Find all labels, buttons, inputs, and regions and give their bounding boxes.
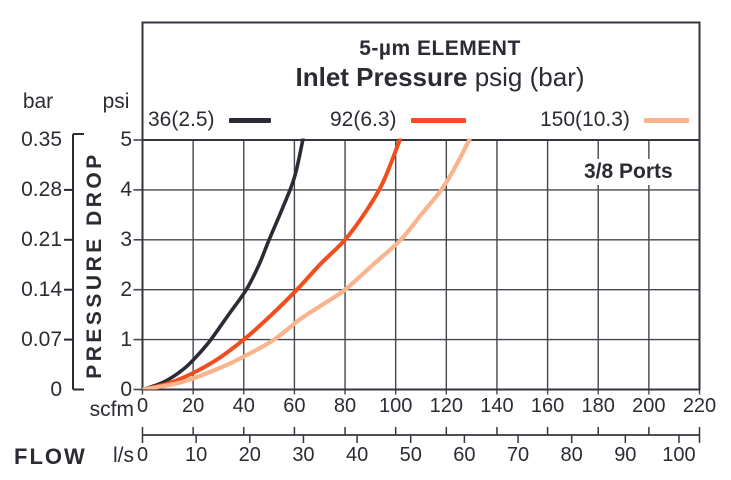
subtitle-bold-text: Inlet Pressure	[295, 62, 468, 92]
scfm-tick-label: 220	[682, 395, 717, 417]
ls-tick-label: 20	[238, 444, 261, 466]
scfm-tick-label: 80	[333, 395, 357, 417]
legend-item: 150(10.3)	[540, 107, 689, 133]
scfm-tick-label: 60	[283, 395, 306, 417]
scfm-tick-label: 140	[480, 395, 514, 417]
ls-tick-label: 50	[399, 444, 422, 466]
legend-line-swatch	[410, 117, 466, 123]
psi-tick-label: 0	[120, 377, 132, 401]
x-axis-title: FLOW	[14, 444, 87, 469]
psi-tick-label: 4	[120, 177, 132, 201]
bar-tick-label: 0	[50, 377, 62, 401]
series-curve-9263	[142, 138, 403, 390]
bar-unit-label: bar	[22, 90, 54, 113]
bar-tick-label: 0.07	[21, 327, 62, 351]
legend-line-swatch	[228, 117, 271, 123]
scfm-tick-label: 40	[232, 395, 255, 417]
bar-tick-label: 0.14	[21, 277, 62, 301]
series-curve-150103	[142, 138, 473, 390]
scfm-tick-label: 0	[136, 395, 149, 417]
legend-item-label: 92(6.3)	[330, 108, 397, 131]
scfm-tick-label: 20	[182, 395, 205, 417]
scfm-tick-label: 200	[632, 395, 666, 417]
ls-tick-label: 70	[506, 444, 530, 466]
ls-tick-label: 30	[292, 444, 315, 466]
scfm-tick-label: 100	[378, 395, 413, 417]
ls-unit-label: l/s	[113, 444, 134, 467]
scfm-tick-label: 160	[530, 395, 565, 417]
bar-tick-label: 0.21	[21, 227, 62, 251]
ls-tick-label: 40	[345, 444, 369, 466]
legend-item-label: 150(10.3)	[540, 108, 630, 131]
psi-tick-label: 1	[120, 327, 132, 351]
chart-subtitle: Inlet Pressure psig (bar)	[160, 62, 720, 93]
ls-tick-label: 100	[662, 444, 696, 466]
legend-item-label: 36(2.5)	[148, 108, 215, 131]
ls-tick-label: 10	[185, 444, 208, 466]
ports-annotation: 3/8 Ports	[574, 159, 683, 185]
bar-tick-label: 0.35	[21, 128, 62, 151]
subtitle-regular-text: psig (bar)	[467, 62, 585, 92]
legend-item: 36(2.5)	[148, 107, 271, 133]
bar-tick-label: 0.28	[21, 177, 62, 201]
ls-tick-label: 60	[453, 444, 476, 466]
psi-tick-label: 5	[120, 128, 132, 151]
scfm-unit-label: scfm	[89, 398, 134, 421]
series-curve-3625	[142, 138, 305, 390]
ls-tick-label: 90	[614, 444, 637, 466]
chart-title: 5-µm ELEMENT	[359, 37, 521, 60]
legend-item: 92(6.3)	[330, 107, 466, 133]
psi-tick-label: 2	[120, 277, 132, 301]
scfm-tick-label: 180	[581, 395, 615, 417]
legend-line-swatch	[643, 117, 689, 123]
psi-tick-label: 3	[120, 227, 132, 251]
psi-unit-label: psi	[102, 90, 130, 113]
ls-tick-label: 0	[136, 444, 149, 466]
ls-tick-label: 80	[560, 444, 583, 466]
scfm-tick-label: 120	[429, 395, 463, 417]
